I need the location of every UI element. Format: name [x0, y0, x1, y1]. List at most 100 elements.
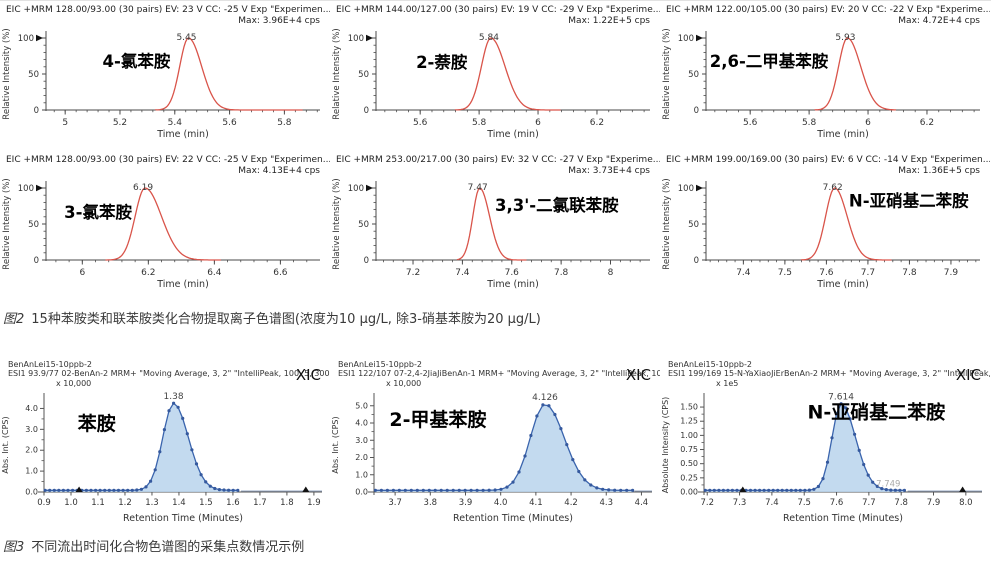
- x-tick-label: 5: [62, 118, 68, 128]
- mrm-header-text: EIC +MRM 253.00/217.00 (30 pairs) EV: 32…: [336, 155, 660, 165]
- data-point-marker: [373, 488, 377, 492]
- minor-peak-label: 7.749: [876, 479, 900, 489]
- data-point-marker: [162, 428, 166, 432]
- data-point-marker: [463, 488, 467, 492]
- x-tick-label: 4.4: [635, 498, 649, 508]
- fig2-chromatogram-panel: EIC +MRM 128.00/93.00 (30 pairs) EV: 22 …: [0, 151, 330, 301]
- data-point-marker: [227, 488, 231, 492]
- data-point-marker: [893, 488, 897, 492]
- peak-rt-label: 6.19: [133, 183, 153, 193]
- x-tick-label: 3.9: [459, 498, 473, 508]
- data-point-marker: [98, 488, 102, 492]
- peak-rt-label: 7.62: [823, 183, 843, 193]
- data-point-marker: [758, 488, 762, 492]
- data-point-marker: [130, 488, 134, 492]
- x-tick-label: 8.0: [959, 498, 973, 508]
- data-point-marker: [875, 484, 879, 488]
- data-point-marker: [571, 458, 575, 462]
- data-point-marker: [66, 488, 70, 492]
- peak-rt-label: 7.614: [828, 393, 854, 403]
- xic-label: XIC: [955, 366, 981, 384]
- y-axis-title: Abs. Int. (CPS): [331, 416, 340, 473]
- x-axis-title: Time (min): [816, 129, 869, 140]
- y-tick-label: 100: [18, 34, 34, 44]
- x-axis-title: Time (min): [816, 279, 869, 290]
- fig3-chromatogram-panel: BenAnLei15-10ppb-2 ESI1 93.9/77 02-BenAn-…: [0, 357, 330, 529]
- x-tick-label: 5.8: [802, 118, 817, 128]
- y-tick-label: 0.75: [680, 445, 698, 454]
- x-tick-label: 7.7: [862, 498, 876, 508]
- y-tick-label: 100: [348, 34, 364, 44]
- data-point-marker: [204, 480, 208, 484]
- data-point-marker: [427, 488, 431, 492]
- data-point-marker: [535, 414, 539, 418]
- data-point-marker: [553, 412, 557, 417]
- x-tick-label: 7.5: [797, 498, 811, 508]
- x-tick-label: 6.4: [207, 268, 222, 278]
- axis-arrow-marker: [696, 34, 703, 42]
- mrm-header-text: EIC +MRM 122.00/105.00 (30 pairs) EV: 20…: [666, 5, 990, 15]
- data-point-marker: [121, 488, 125, 492]
- data-point-marker: [708, 488, 712, 492]
- x-tick-label: 6.2: [590, 118, 604, 128]
- y-tick-label: 4.0: [25, 404, 38, 413]
- y-tick-label: 1.50: [680, 403, 698, 412]
- data-point-marker: [517, 470, 521, 474]
- mrm-header-text: EIC +MRM 144.00/127.00 (30 pairs) EV: 19…: [336, 5, 660, 15]
- data-point-marker: [158, 450, 162, 454]
- data-point-marker: [451, 488, 455, 492]
- scale-label: x 1e5: [716, 379, 739, 388]
- x-tick-label: 1.9: [307, 498, 321, 508]
- data-point-marker: [771, 488, 775, 492]
- data-point-marker: [726, 488, 730, 492]
- x-axis-title: Retention Time (Minutes): [453, 513, 573, 524]
- data-point-marker: [415, 488, 419, 492]
- data-point-marker: [889, 488, 893, 492]
- x-tick-label: 7.8: [894, 498, 908, 508]
- x-tick-label: 1.6: [226, 498, 240, 508]
- data-point-marker: [107, 488, 111, 492]
- fig3-chromatogram-panel: BenAnLei15-10ppb-2 ESI1 122/107 07-2,4-2J…: [330, 357, 660, 529]
- data-point-marker: [834, 412, 839, 416]
- x-axis-title: Time (min): [486, 129, 539, 140]
- data-point-marker: [167, 409, 171, 413]
- y-tick-label: 50: [358, 220, 369, 230]
- x-tick-label: 7.9: [927, 498, 941, 508]
- data-point-marker: [391, 488, 395, 492]
- acquisition-params-label: ESI1 122/107 07-2,4-2JiaJiBenAn-1 MRM+ "…: [338, 369, 660, 378]
- xic-label: XIC: [625, 366, 651, 384]
- data-point-marker: [803, 488, 807, 492]
- chromatogram-svg: 0 50 100 5.6 5.8 6 6.2 Time (min) Relative Inten…: [332, 28, 650, 140]
- data-point-marker: [839, 402, 843, 406]
- y-tick-label: 50: [28, 70, 39, 80]
- axis-arrow-marker: [696, 184, 703, 192]
- y-tick-label: 3.0: [25, 425, 38, 434]
- peak-fill-area: [375, 404, 633, 492]
- data-point-marker: [717, 488, 721, 492]
- x-tick-label: 7.2: [700, 498, 714, 508]
- y-tick-label: 0: [34, 256, 39, 266]
- integration-range-marker: [959, 486, 967, 492]
- x-tick-label: 6.6: [273, 268, 288, 278]
- y-tick-label: 0.00: [680, 488, 698, 497]
- max-intensity-label: Max: 1.36E+5 cps: [898, 166, 980, 176]
- data-point-marker: [493, 488, 497, 492]
- x-tick-label: 7.7: [861, 268, 875, 278]
- fig2-chromatogram-panel: EIC +MRM 122.00/105.00 (30 pairs) EV: 20…: [660, 1, 990, 151]
- data-point-marker: [812, 487, 816, 491]
- data-point-marker: [176, 405, 180, 409]
- x-tick-label: 7.4: [765, 498, 779, 508]
- y-tick-label: 1.00: [680, 431, 698, 440]
- data-point-marker: [816, 484, 820, 489]
- peak-rt-label: 5.93: [835, 33, 855, 43]
- x-tick-label: 7.4: [455, 268, 470, 278]
- data-point-marker: [559, 427, 563, 431]
- data-point-marker: [807, 488, 811, 492]
- data-point-marker: [48, 488, 52, 492]
- data-point-marker: [523, 454, 527, 458]
- data-point-marker: [403, 488, 407, 492]
- y-tick-label: 5.0: [355, 401, 368, 410]
- x-tick-label: 6.2: [920, 118, 934, 128]
- data-point-marker: [607, 488, 611, 492]
